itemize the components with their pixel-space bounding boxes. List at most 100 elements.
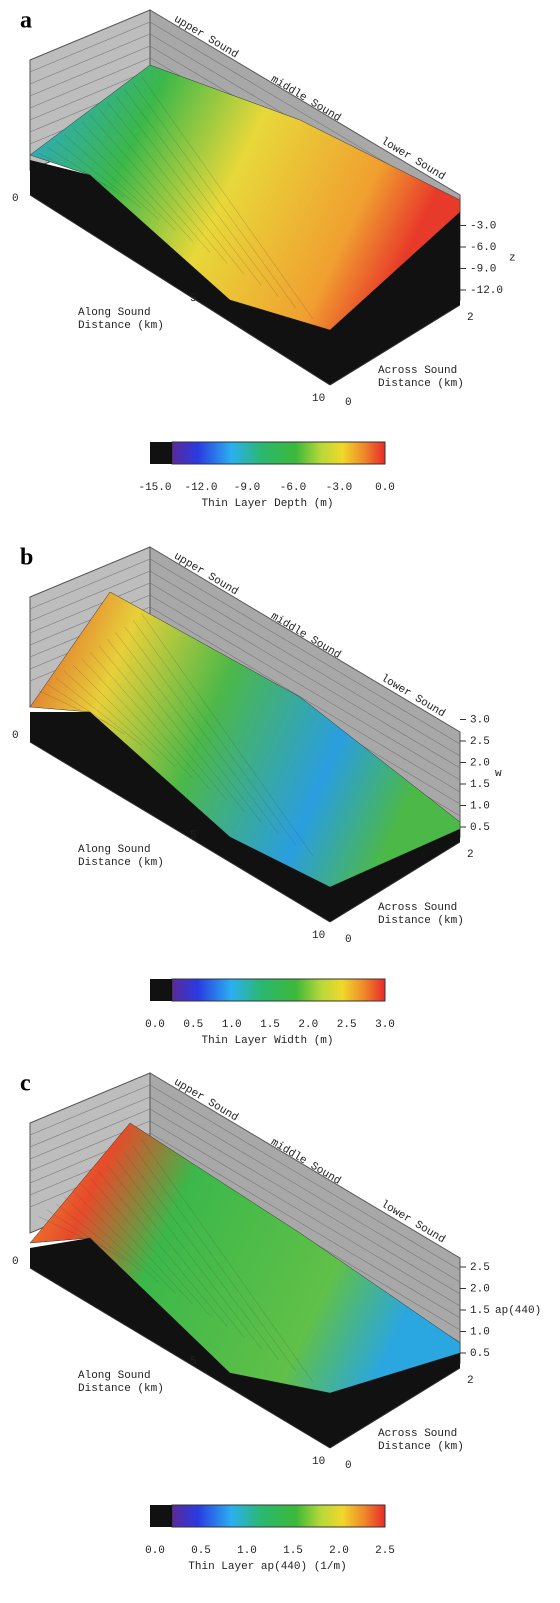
colorbar-tick-label: -12.0 <box>184 482 217 494</box>
colorbar-floor <box>150 1505 172 1527</box>
surface-mesh <box>124 626 279 834</box>
along-axis-label: Distance (km) <box>78 857 164 869</box>
along-axis-label: Distance (km) <box>78 1383 164 1395</box>
colorbar-tick-label: -3.0 <box>326 482 352 494</box>
axis-line <box>29 194 331 386</box>
surface-mesh <box>115 95 262 286</box>
colorbar-tick-label: 0.5 <box>191 1545 211 1557</box>
surface-mesh <box>89 114 211 253</box>
z-tick-label: 2.5 <box>470 736 490 748</box>
across-tick-label: 0 <box>345 934 352 946</box>
surface-mesh <box>89 1177 211 1316</box>
colorbar-tick-label: -9.0 <box>234 482 260 494</box>
surface-mesh <box>141 76 314 320</box>
colorbar <box>171 978 386 1002</box>
surface-mesh <box>106 1165 245 1338</box>
across-axis-label: Distance (km) <box>378 915 464 927</box>
wall-grid-line <box>29 1096 151 1148</box>
axis-line <box>329 841 461 923</box>
surface-mesh <box>124 1152 279 1360</box>
wall-grid-line <box>149 1132 461 1319</box>
surface-mesh <box>81 121 194 242</box>
colorbar-label: Thin Layer Width (m) <box>201 1035 333 1047</box>
panel-letter: c <box>20 1071 31 1097</box>
along-tick-label: 10 <box>312 1456 325 1468</box>
along-tick-label: 5 <box>190 293 197 305</box>
colorbar-tick-label: 2.5 <box>375 1545 395 1557</box>
along-axis-label: Along Sound <box>78 1370 151 1382</box>
along-tick-label: 5 <box>190 830 197 842</box>
surface-mesh <box>72 1190 176 1294</box>
colorbar-floor <box>150 442 172 464</box>
wall-grid-line <box>29 21 151 73</box>
z-tick-label: 2.0 <box>470 1283 490 1295</box>
panel-letter: a <box>20 8 32 34</box>
colorbar-tick-label: 1.5 <box>260 1019 280 1031</box>
wall-grid-line <box>149 1096 461 1283</box>
z-tick-label: -9.0 <box>470 263 496 275</box>
surface-mesh <box>81 1184 194 1305</box>
surface-mesh <box>72 127 176 231</box>
colorbar-tick-label: 0.0 <box>145 1019 165 1031</box>
wall-grid-line <box>149 558 461 745</box>
along-tick-label: 10 <box>312 393 325 405</box>
across-tick-label: 2 <box>467 849 474 861</box>
surface-mesh <box>124 89 279 297</box>
surface-mesh <box>132 619 296 845</box>
axis-line <box>29 741 331 923</box>
colorbar-tick-label: 0.5 <box>183 1019 203 1031</box>
across-tick-label: 0 <box>345 397 352 409</box>
surface-mesh <box>47 683 125 735</box>
across-axis-label: Distance (km) <box>378 378 464 390</box>
wall-grid-line <box>149 1084 461 1271</box>
surface-mesh <box>141 1139 314 1383</box>
across-axis-label: Across Sound <box>378 1428 457 1440</box>
base <box>30 160 460 385</box>
colorbar-tick-label: -15.0 <box>138 482 171 494</box>
z-tick-label: 1.0 <box>470 1326 490 1338</box>
z-tick-label: 1.5 <box>470 779 490 791</box>
wall-grid-line <box>29 57 151 109</box>
z-tick-label: -3.0 <box>470 220 496 232</box>
wall-grid-line <box>29 570 151 622</box>
across-tick-label: 2 <box>467 1375 474 1387</box>
surface-mesh <box>64 671 159 757</box>
surface-mesh <box>55 140 142 209</box>
surface-mesh <box>55 677 142 746</box>
wall-grid-line <box>149 594 461 781</box>
across-axis-label: Across Sound <box>378 365 457 377</box>
z-tick-label: 2.5 <box>470 1262 490 1274</box>
surface-mesh <box>47 146 125 198</box>
surface-mesh <box>64 134 159 220</box>
colorbar-tick-label: 1.5 <box>283 1545 303 1557</box>
colorbar-tick-label: 2.0 <box>298 1019 318 1031</box>
along-tick-label: 0 <box>12 1256 19 1268</box>
surface-mesh <box>47 1209 125 1261</box>
wall-grid-line <box>149 582 461 769</box>
colorbar-tick-label: 2.5 <box>337 1019 357 1031</box>
colorbar-label: Thin Layer Depth (m) <box>201 498 333 510</box>
z-label: ap(440) <box>495 1305 541 1317</box>
surface-mesh <box>115 632 262 823</box>
surface-mesh <box>132 82 296 308</box>
across-axis-label: Across Sound <box>378 902 457 914</box>
along-tick-label: 0 <box>12 193 19 205</box>
wall-grid-line <box>149 570 461 757</box>
wall-grid-line <box>149 1120 461 1307</box>
wall-grid-line <box>149 606 461 793</box>
surface-mesh <box>98 1171 228 1327</box>
colorbar-tick-label: -6.0 <box>280 482 306 494</box>
axis-line <box>329 304 461 386</box>
wall-grid-line <box>29 1084 151 1136</box>
z-tick-label: 0.5 <box>470 822 490 834</box>
z-tick-label: 0.5 <box>470 1348 490 1360</box>
surface-mesh <box>141 613 314 857</box>
surface-mesh <box>72 664 176 768</box>
surface-mesh <box>89 651 211 790</box>
colorbar-floor <box>150 979 172 1001</box>
base <box>30 712 460 922</box>
